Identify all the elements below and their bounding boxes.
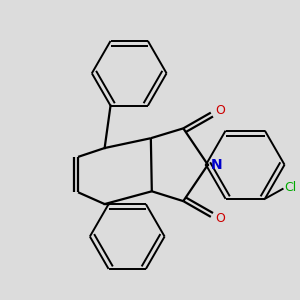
Text: N: N [211, 158, 222, 172]
Text: O: O [216, 104, 226, 117]
Text: Cl: Cl [285, 181, 297, 194]
Text: O: O [216, 212, 226, 225]
